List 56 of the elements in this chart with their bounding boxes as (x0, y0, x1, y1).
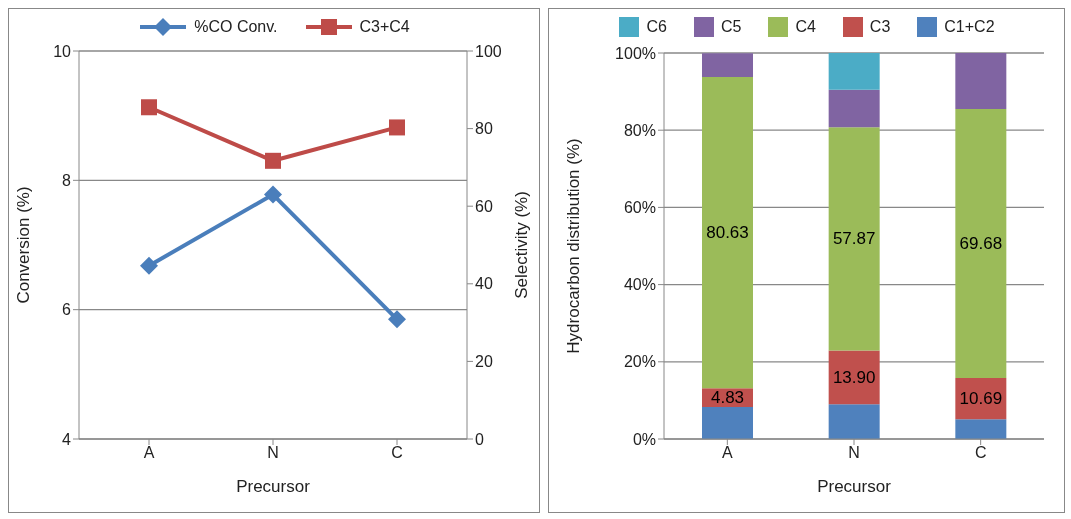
x-axis-title: Precursor (236, 477, 311, 496)
legend-label: C4 (795, 18, 816, 36)
x-tick-label: A (143, 444, 155, 462)
data-label: 4.83 (710, 388, 745, 408)
y-tick-label: 10 (53, 42, 72, 60)
x-axis-title: Precursor (817, 477, 892, 496)
point (264, 185, 282, 204)
point (140, 256, 158, 275)
y2-axis-title: Selectivity (%) (512, 191, 532, 299)
bar (828, 404, 880, 439)
point (265, 152, 281, 169)
x-tick-label: C (974, 444, 987, 462)
data-label: 10.69 (959, 389, 1003, 409)
bar (828, 53, 880, 90)
y-tick-label: 60% (623, 199, 656, 217)
legend-label: C6 (646, 18, 667, 36)
y-axis-title: Hydrocarbon distribution (%) (564, 138, 584, 354)
bar (702, 406, 753, 439)
y-tick-label: 4 (62, 430, 72, 448)
legend-label: C3 (869, 18, 891, 36)
legend-label: C1+C2 (944, 18, 995, 36)
x-tick-label: C (391, 444, 403, 462)
data-label: 80.63 (706, 223, 749, 243)
legend-label: %CO Conv. (194, 18, 278, 36)
y-tick-label: 6 (62, 301, 72, 319)
y2-tick-label: 100 (475, 42, 502, 60)
bar (955, 109, 1007, 379)
y2-tick-label: 40 (475, 275, 493, 293)
x-tick-label: A (722, 444, 733, 462)
legend-label: C3+C4 (359, 18, 410, 36)
x-tick-label: N (848, 444, 860, 462)
y-tick-label: 0% (632, 430, 656, 448)
y2-tick-label: 60 (475, 197, 493, 215)
bar (828, 89, 880, 128)
bar (702, 53, 753, 78)
y2-tick-label: 20 (475, 353, 493, 371)
y2-tick-label: 0 (475, 430, 484, 448)
bar (702, 77, 753, 389)
point (141, 99, 157, 116)
y-axis-title: Conversion (%) (14, 186, 34, 304)
legend-label: C5 (720, 18, 742, 36)
data-label: 13.90 (832, 367, 876, 387)
y-tick-label: 100% (615, 44, 656, 62)
bar (828, 127, 880, 351)
y-tick-label: 40% (623, 276, 656, 294)
x-tick-label: N (267, 444, 279, 462)
bar (955, 419, 1007, 439)
y-tick-label: 20% (623, 353, 656, 371)
bar (955, 53, 1007, 110)
y-tick-label: 8 (62, 172, 72, 190)
point (388, 310, 406, 329)
y-tick-label: 80% (623, 121, 656, 139)
data-label: 69.68 (959, 234, 1003, 254)
point (389, 119, 405, 136)
data-label: 57.87 (832, 229, 876, 249)
y2-tick-label: 80 (475, 120, 493, 138)
